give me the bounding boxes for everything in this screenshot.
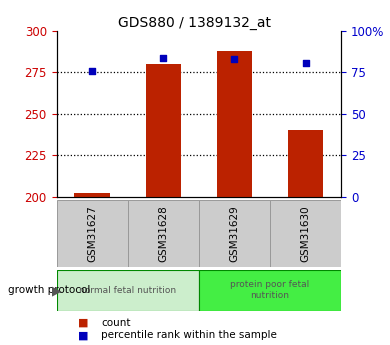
Bar — [128, 200, 199, 267]
Bar — [217, 51, 252, 197]
Point — [231, 57, 238, 62]
Text: GSM31630: GSM31630 — [301, 205, 311, 262]
Bar — [288, 130, 323, 197]
Bar — [145, 64, 181, 197]
Text: normal fetal nutrition: normal fetal nutrition — [79, 286, 176, 295]
Point — [160, 55, 167, 60]
Text: GSM31627: GSM31627 — [87, 205, 97, 262]
Text: count: count — [101, 318, 131, 327]
Bar — [57, 270, 199, 310]
Text: GDS880 / 1389132_at: GDS880 / 1389132_at — [119, 16, 271, 30]
Bar — [57, 200, 128, 267]
Text: growth protocol: growth protocol — [8, 286, 90, 295]
Point — [303, 60, 309, 65]
Text: percentile rank within the sample: percentile rank within the sample — [101, 331, 277, 340]
Text: GSM31628: GSM31628 — [158, 205, 168, 262]
Text: ▶: ▶ — [52, 284, 61, 297]
Point — [89, 68, 95, 73]
Text: ■: ■ — [78, 331, 89, 340]
Text: protein poor fetal
nutrition: protein poor fetal nutrition — [230, 280, 310, 300]
Bar — [199, 200, 270, 267]
Bar — [270, 200, 341, 267]
Text: GSM31629: GSM31629 — [229, 205, 239, 262]
Bar — [74, 193, 110, 197]
Text: ■: ■ — [78, 318, 89, 327]
Bar — [199, 270, 341, 310]
